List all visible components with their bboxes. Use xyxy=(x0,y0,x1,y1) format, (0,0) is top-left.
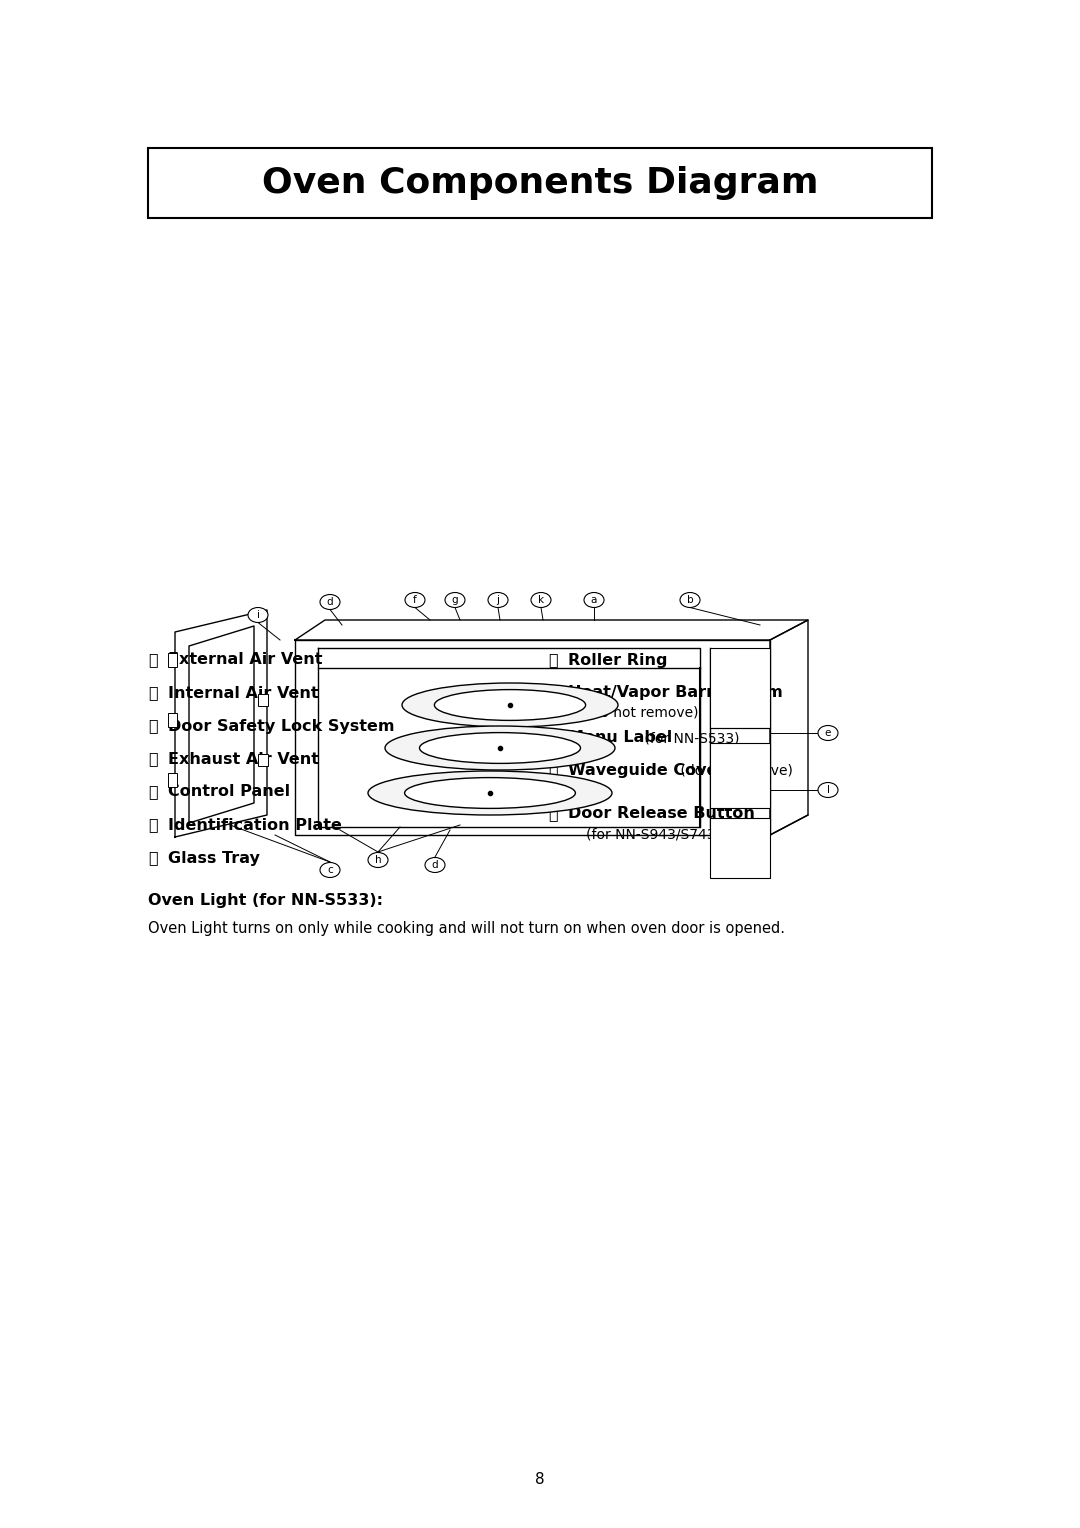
Ellipse shape xyxy=(405,593,426,608)
Ellipse shape xyxy=(488,593,508,608)
Text: Control Panel: Control Panel xyxy=(168,784,291,799)
Text: j: j xyxy=(497,594,499,605)
Ellipse shape xyxy=(818,726,838,741)
Ellipse shape xyxy=(384,726,615,770)
Text: d: d xyxy=(326,597,334,607)
Text: External Air Vent: External Air Vent xyxy=(168,652,323,668)
Bar xyxy=(148,148,932,219)
Text: Oven Components Diagram: Oven Components Diagram xyxy=(261,167,819,200)
Ellipse shape xyxy=(426,857,445,872)
Ellipse shape xyxy=(402,683,618,727)
Text: k: k xyxy=(538,594,544,605)
Text: 8: 8 xyxy=(536,1473,544,1487)
Text: g: g xyxy=(451,594,458,605)
Text: ⓔ: ⓔ xyxy=(148,784,158,799)
Ellipse shape xyxy=(405,778,576,808)
Text: ⓘ: ⓘ xyxy=(548,686,557,700)
Ellipse shape xyxy=(320,594,340,610)
Text: e: e xyxy=(825,727,832,738)
Text: Menu Label: Menu Label xyxy=(568,730,672,746)
Text: a: a xyxy=(591,594,597,605)
Text: ⓚ: ⓚ xyxy=(548,764,557,778)
Ellipse shape xyxy=(248,608,268,622)
Text: c: c xyxy=(327,865,333,876)
Ellipse shape xyxy=(584,593,604,608)
Text: Door Safety Lock System: Door Safety Lock System xyxy=(168,718,394,733)
Text: ⓕ: ⓕ xyxy=(148,817,158,833)
Text: h: h xyxy=(375,856,381,865)
Bar xyxy=(168,773,177,787)
Text: Internal Air Vent: Internal Air Vent xyxy=(168,686,319,700)
Text: (for NN-S943/S743): (for NN-S943/S743) xyxy=(586,827,720,840)
Ellipse shape xyxy=(320,862,340,877)
Text: f: f xyxy=(414,594,417,605)
Bar xyxy=(710,743,770,808)
Ellipse shape xyxy=(419,732,581,764)
Text: Roller Ring: Roller Ring xyxy=(568,652,667,668)
Text: i: i xyxy=(257,610,259,620)
Bar xyxy=(258,753,268,766)
Text: Door Release Button: Door Release Button xyxy=(568,807,755,822)
Text: Oven Light turns on only while cooking and will not turn on when oven door is op: Oven Light turns on only while cooking a… xyxy=(148,921,785,937)
Text: (do not remove): (do not remove) xyxy=(676,764,793,778)
Text: (for NN-S533): (for NN-S533) xyxy=(640,730,740,746)
Text: ⓐ: ⓐ xyxy=(148,652,158,668)
Bar xyxy=(168,714,177,727)
Text: ⓓ: ⓓ xyxy=(148,752,158,767)
Text: Oven Light (for NN-S533):: Oven Light (for NN-S533): xyxy=(148,894,383,909)
Text: ⓒ: ⓒ xyxy=(148,718,158,733)
Bar xyxy=(168,652,177,668)
Text: ⓑ: ⓑ xyxy=(148,686,158,700)
Ellipse shape xyxy=(368,853,388,868)
Ellipse shape xyxy=(531,593,551,608)
Text: Waveguide Cover: Waveguide Cover xyxy=(568,764,726,778)
Text: Identification Plate: Identification Plate xyxy=(168,817,342,833)
Ellipse shape xyxy=(680,593,700,608)
Ellipse shape xyxy=(434,689,585,720)
Bar xyxy=(710,817,770,879)
Text: (do not remove): (do not remove) xyxy=(586,706,699,720)
Ellipse shape xyxy=(445,593,465,608)
Text: Exhaust Air Vent: Exhaust Air Vent xyxy=(168,752,319,767)
Text: ⓗ: ⓗ xyxy=(548,652,557,668)
Text: ⓛ: ⓛ xyxy=(548,807,557,822)
Bar xyxy=(258,694,268,706)
Ellipse shape xyxy=(818,782,838,798)
Text: d: d xyxy=(432,860,438,869)
Text: b: b xyxy=(687,594,693,605)
Text: Heat/Vapor Barrier Film: Heat/Vapor Barrier Film xyxy=(568,686,783,700)
Bar xyxy=(710,648,770,727)
Text: l: l xyxy=(826,785,829,795)
Text: ⓖ: ⓖ xyxy=(148,851,158,865)
Text: Glass Tray: Glass Tray xyxy=(168,851,260,865)
Ellipse shape xyxy=(368,772,612,814)
Text: ⓙ: ⓙ xyxy=(548,730,557,746)
